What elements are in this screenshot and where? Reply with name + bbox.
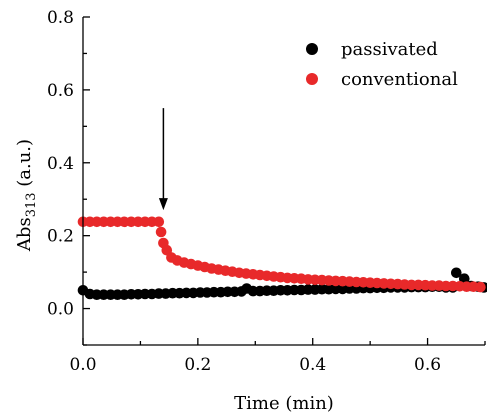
y-tick-label: 0.4: [47, 154, 74, 174]
data-point-conventional: [475, 281, 486, 293]
legend-label-passivated: passivated: [341, 39, 438, 60]
y-axis-title-sub: 313: [24, 192, 39, 217]
x-tick-label: 0.4: [299, 355, 326, 375]
legend-label-conventional: conventional: [341, 69, 458, 90]
axes-layer: 0.0 0.2 0.4 0.6 0.8 0.0 0.2 0.4 0.6: [47, 8, 486, 375]
x-tick-label: 0.2: [184, 355, 211, 375]
arrow-head: [158, 198, 168, 211]
data-point-passivated: [451, 267, 462, 279]
y-tick-label: 0.8: [47, 8, 74, 28]
annotation-layer: [158, 108, 168, 211]
labels-layer: Time (min) Abs313 (a.u.): [14, 139, 334, 414]
data-point-conventional: [153, 216, 165, 228]
y-tick-label: 0.2: [47, 227, 74, 247]
legend-marker-conventional: [306, 73, 318, 85]
x-axis-title: Time (min): [234, 393, 334, 414]
y-axis-title-unit: (a.u.): [14, 139, 35, 193]
x-tick-label: 0.0: [69, 355, 96, 375]
series-layer: [77, 216, 487, 301]
data-point-conventional: [155, 226, 167, 238]
y-axis-title-main: Abs: [14, 217, 35, 252]
x-tick-label: 0.6: [414, 355, 441, 375]
y-tick-label: 0.0: [47, 300, 74, 320]
data-point-passivated: [459, 273, 470, 285]
legend-marker-passivated: [306, 43, 318, 55]
y-axis-title: Abs313 (a.u.): [14, 139, 39, 252]
y-tick-label: 0.6: [47, 81, 74, 101]
legend: passivated conventional: [306, 39, 458, 90]
series-conventional: [77, 216, 486, 293]
